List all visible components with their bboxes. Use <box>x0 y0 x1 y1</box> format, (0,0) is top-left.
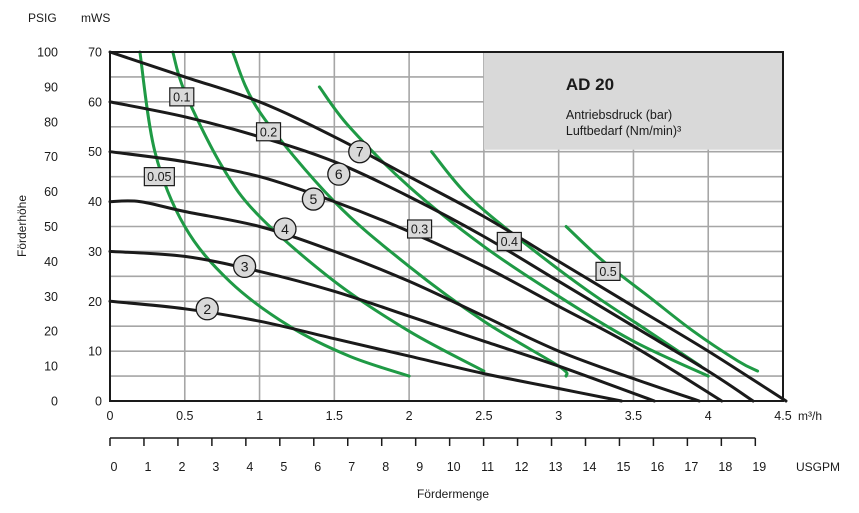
pressure-label-circle <box>327 162 351 186</box>
air-label-0.3: 0.3 <box>411 222 428 236</box>
usgpm-tick-label: 17 <box>684 460 698 474</box>
psig-tick-label: 90 <box>44 80 58 94</box>
info-box <box>483 52 783 150</box>
psig-tick-label: 30 <box>44 290 58 304</box>
air-label-box <box>496 231 522 252</box>
air-label-0.4: 0.4 <box>501 235 518 249</box>
usgpm-tick-label: 14 <box>583 460 597 474</box>
plot-frame <box>109 51 784 402</box>
info-box-line1: Antriebsdruck (bar) <box>566 108 672 122</box>
m3h-tick-label: 4 <box>705 409 712 423</box>
usgpm-tick-label: 4 <box>246 460 253 474</box>
pressure-label-3: 3 <box>241 258 249 274</box>
m3h-tick-label: 2 <box>406 409 413 423</box>
curve-labels: 2 3 4 5 67 0.05 0.1 0.2 0.3 0.4 0.5 <box>143 87 621 321</box>
m3h-tick-label: 1 <box>256 409 263 423</box>
pressure-curve-2-bar <box>108 299 623 403</box>
m3h-tick-label: 3.5 <box>625 409 642 423</box>
usgpm-tick-label: 9 <box>416 460 423 474</box>
usgpm-tick-label: 19 <box>752 460 766 474</box>
pressure-label-7: 7 <box>356 144 364 160</box>
m3h-tick-label: 0.5 <box>176 409 193 423</box>
y-axis-title: Förderhöhe <box>15 195 29 257</box>
pressure-label-6: 6 <box>335 166 343 182</box>
mws-tick-label: 40 <box>88 195 102 209</box>
usgpm-tick-label: 5 <box>280 460 287 474</box>
pressure-label-4: 4 <box>281 221 289 237</box>
air-label-box <box>169 87 195 107</box>
pressure-label-circle <box>348 140 372 164</box>
m3h-tick-label: 3 <box>555 409 562 423</box>
usgpm-tick-label: 10 <box>447 460 461 474</box>
air-curve-0.5 <box>564 225 760 373</box>
pressure-label-circle <box>195 297 219 321</box>
psig-tick-label: 50 <box>44 220 58 234</box>
x-axis-title: Fördermenge <box>417 487 489 501</box>
air-label-0.2: 0.2 <box>260 125 277 139</box>
usgpm-tick-label: 15 <box>617 460 631 474</box>
pressure-curve-6-bar <box>108 100 755 403</box>
psig-tick-label: 0 <box>51 395 58 409</box>
air-curve-0.3 <box>317 85 710 378</box>
air-label-0.05: 0.05 <box>147 170 171 184</box>
usgpm-tick-label: 0 <box>111 460 118 474</box>
pressure-curve-4-bar <box>108 199 701 403</box>
m3h-tick-label: 0 <box>107 409 114 423</box>
psig-tick-label: 10 <box>44 360 58 374</box>
pressure-label-circle <box>273 217 297 241</box>
usgpm-tick-label: 18 <box>718 460 732 474</box>
pressure-curve-7-bar <box>108 50 788 403</box>
pressure-label-circle <box>301 187 326 211</box>
m3h-tick-label: 1.5 <box>326 409 343 423</box>
m3h-tick-label: 4.5 <box>774 409 791 423</box>
mws-tick-label: 20 <box>88 295 102 309</box>
usgpm-tick-label: 2 <box>178 460 185 474</box>
psig-axis-label: PSIG <box>28 11 57 25</box>
air-label-0.1: 0.1 <box>173 90 190 104</box>
air-label-box <box>406 219 433 239</box>
psig-tick-label: 20 <box>44 325 58 339</box>
m3h-tick-label: 2.5 <box>475 409 492 423</box>
psig-tick-label: 80 <box>44 115 58 129</box>
mws-tick-label: 70 <box>88 46 102 60</box>
usgpm-tick-label: 7 <box>348 460 355 474</box>
usgpm-tick-label: 8 <box>382 460 389 474</box>
pressure-curve-3-bar <box>108 249 656 403</box>
air-curve-0.4 <box>430 150 703 368</box>
mws-tick-label: 60 <box>88 95 102 109</box>
usgpm-tick-label: 12 <box>515 460 529 474</box>
air-label-box <box>143 167 175 187</box>
usgpm-tick-label: 13 <box>549 460 563 474</box>
usgpm-tick-label: 3 <box>212 460 219 474</box>
info-box-line2: Luftbedarf (Nm/min)³ <box>566 124 681 138</box>
psig-tick-label: 60 <box>44 185 58 199</box>
pressure-label-5: 5 <box>309 191 317 207</box>
psig-tick-label: 100 <box>37 46 58 60</box>
air-label-box <box>595 261 621 281</box>
psig-tick-label: 40 <box>44 255 58 269</box>
mws-tick-label: 0 <box>95 395 102 409</box>
air-label-0.5: 0.5 <box>599 265 616 279</box>
usgpm-unit-label: USGPM <box>796 460 840 474</box>
mws-tick-label: 50 <box>88 145 102 159</box>
pressure-label-circle <box>232 254 257 279</box>
pressure-label-2: 2 <box>203 301 211 317</box>
air-curve-0.05 <box>138 50 411 378</box>
mws-axis-label: mWS <box>81 11 110 25</box>
air-label-box <box>255 122 282 142</box>
mws-tick-label: 10 <box>88 345 102 359</box>
info-box-title: AD 20 <box>566 75 614 94</box>
mws-tick-label: 30 <box>88 245 102 259</box>
psig-tick-label: 70 <box>44 150 58 164</box>
usgpm-tick-label: 16 <box>650 460 664 474</box>
usgpm-tick-label: 1 <box>144 460 151 474</box>
usgpm-tick-label: 6 <box>314 460 321 474</box>
m3h-unit-label: m³/h <box>798 409 822 423</box>
usgpm-tick-label: 11 <box>481 460 494 474</box>
